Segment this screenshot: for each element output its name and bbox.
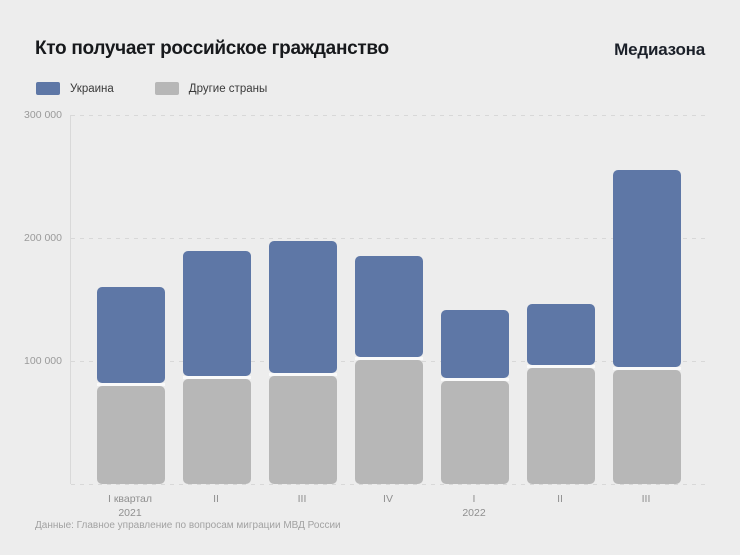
source-note: Данные: Главное управление по вопросам м…	[35, 520, 341, 531]
bar-segment-gap	[269, 372, 337, 376]
bar-segment-ukraine	[269, 241, 337, 373]
bar-segment-other-countries	[97, 386, 165, 484]
bar-segment-ukraine	[183, 250, 251, 376]
x-tick-label-4: IV	[328, 492, 448, 506]
gridline-300000	[71, 115, 706, 116]
gridline-200000	[71, 238, 706, 239]
bar-segment-gap	[613, 366, 681, 370]
legend-item-other-countries: Другие страны	[154, 82, 268, 95]
y-tick-label-300000: 300 000	[24, 109, 62, 121]
bar-segment-other-countries	[527, 368, 595, 484]
bar-segment-ukraine	[613, 170, 681, 367]
bar-chart-plot	[70, 115, 706, 485]
x-tick-label-line: II	[557, 493, 563, 505]
brand-logo: Медиазона	[614, 40, 705, 59]
x-tick-label-line: I	[472, 493, 476, 505]
gridline-baseline	[71, 484, 706, 485]
bar-segment-ukraine	[97, 287, 165, 384]
bar-group-7	[613, 170, 681, 484]
bar-segment-gap	[97, 383, 165, 387]
y-tick-label-100000: 100 000	[24, 355, 62, 367]
bar-segment-gap	[355, 357, 423, 361]
bar-segment-other-countries	[355, 360, 423, 484]
x-tick-label-6: II	[500, 492, 620, 506]
x-tick-label-line: II	[213, 493, 219, 505]
bar-group-1	[97, 287, 165, 484]
bar-segment-gap	[441, 377, 509, 381]
x-tick-label-7: III	[586, 492, 706, 506]
chart-legend: Украина Другие страны	[36, 82, 267, 95]
x-tick-label-line: III	[297, 493, 307, 505]
x-tick-label-line: I квартал	[108, 493, 152, 505]
bar-segment-gap	[527, 365, 595, 369]
bar-segment-ukraine	[355, 256, 423, 358]
bar-group-2	[183, 250, 251, 484]
x-tick-label-1: I квартал 2021	[70, 492, 190, 520]
page-title: Кто получает российское гражданство	[35, 38, 389, 59]
legend-item-ukraine: Украина	[36, 82, 114, 95]
bar-group-6	[527, 303, 595, 484]
bar-segment-other-countries	[441, 380, 509, 484]
x-tick-label-line: 2021	[118, 507, 142, 519]
bar-segment-gap	[183, 375, 251, 379]
bar-group-5	[441, 309, 509, 484]
legend-label-other-countries: Другие страны	[188, 82, 268, 95]
x-tick-label-3: III	[242, 492, 362, 506]
bar-segment-other-countries	[269, 375, 337, 484]
bar-segment-other-countries	[613, 369, 681, 484]
bar-group-3	[269, 241, 337, 484]
bar-segment-other-countries	[183, 378, 251, 484]
bar-group-4	[355, 256, 423, 484]
bar-segment-ukraine	[527, 303, 595, 366]
x-tick-label-line: 2022	[462, 507, 486, 519]
legend-swatch-ukraine	[36, 82, 60, 95]
legend-swatch-other-countries	[154, 82, 179, 95]
x-tick-label-line: III	[641, 493, 651, 505]
legend-label-ukraine: Украина	[70, 82, 114, 95]
bar-segment-ukraine	[441, 309, 509, 378]
y-tick-label-200000: 200 000	[24, 232, 62, 244]
x-tick-label-5: I 2022	[414, 492, 534, 520]
x-tick-label-2: II	[156, 492, 276, 506]
x-tick-label-line: IV	[383, 493, 393, 505]
